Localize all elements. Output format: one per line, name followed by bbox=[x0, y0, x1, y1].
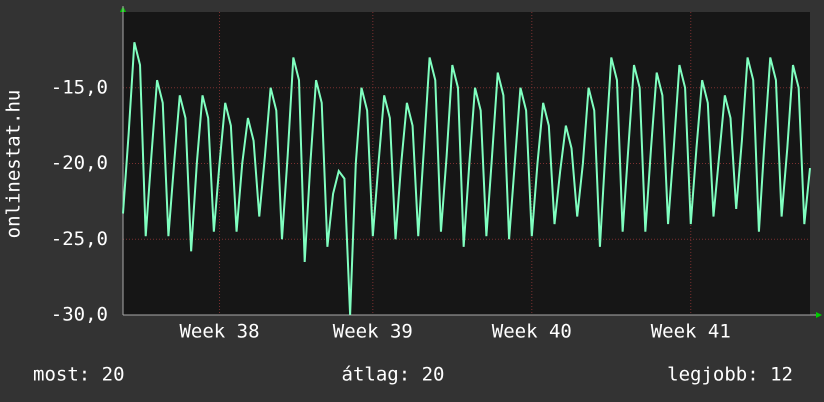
y-tick-label: -15,0 bbox=[51, 76, 108, 98]
footer-average: átlag: 20 bbox=[342, 364, 445, 386]
x-axis-arrow bbox=[816, 312, 822, 318]
x-tick-label: Week 38 bbox=[179, 321, 259, 343]
y-tick-label: -30,0 bbox=[51, 304, 108, 326]
x-tick-label: Week 40 bbox=[492, 321, 572, 343]
y-axis-label: onlinestat.hu bbox=[3, 90, 25, 239]
y-tick-label: -25,0 bbox=[51, 228, 108, 250]
plot-area bbox=[123, 12, 810, 315]
x-tick-label: Week 41 bbox=[651, 321, 731, 343]
y-tick-label: -20,0 bbox=[51, 152, 108, 174]
footer-best: legjobb: 12 bbox=[667, 364, 793, 386]
x-tick-label: Week 39 bbox=[333, 321, 413, 343]
data-line bbox=[122, 42, 811, 316]
footer-current: most: 20 bbox=[33, 364, 125, 386]
